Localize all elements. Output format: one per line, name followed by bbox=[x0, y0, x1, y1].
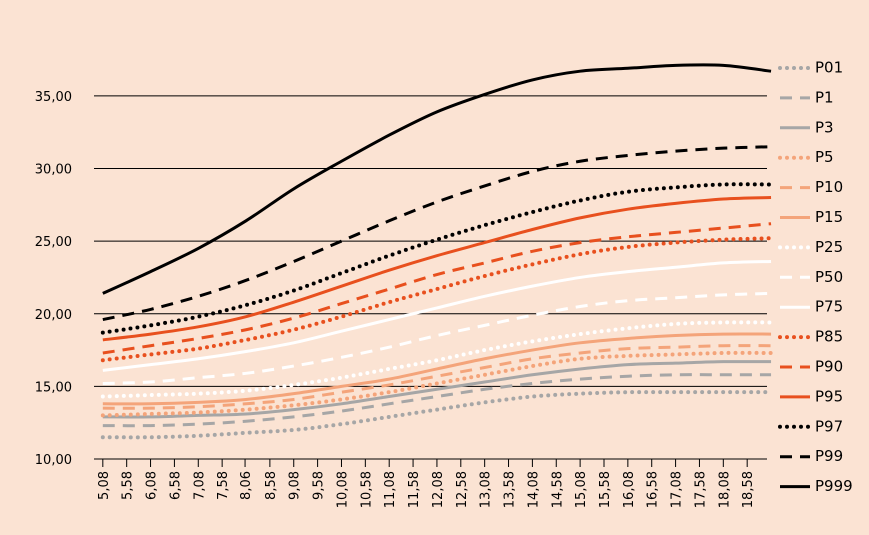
y-tick-label: 15,00 bbox=[35, 380, 72, 395]
x-tick-label: 6,08 bbox=[145, 471, 160, 500]
legend-label: P1 bbox=[815, 88, 834, 106]
y-tick-label: 30,00 bbox=[35, 163, 72, 178]
series-line bbox=[100, 236, 774, 363]
legend-label: P97 bbox=[815, 417, 843, 435]
series-line bbox=[100, 182, 774, 335]
series-line bbox=[102, 291, 772, 385]
legend-label: P90 bbox=[815, 358, 843, 376]
x-tick-label: 14,08 bbox=[526, 471, 541, 508]
legend-label: P99 bbox=[815, 447, 843, 465]
x-tick-label: 10,58 bbox=[359, 471, 374, 508]
y-tick-label: 10,00 bbox=[35, 453, 72, 468]
x-tick-label: 6,58 bbox=[168, 471, 183, 500]
x-tick-label: 16,58 bbox=[646, 471, 661, 508]
series-line bbox=[100, 320, 774, 399]
legend-label: P5 bbox=[815, 148, 834, 166]
x-tick-label: 14,58 bbox=[550, 471, 565, 508]
x-tick-label: 7,58 bbox=[216, 471, 231, 500]
legend-label: P95 bbox=[815, 387, 843, 405]
x-tick-label: 13,58 bbox=[503, 471, 518, 508]
series-line bbox=[102, 222, 772, 355]
x-tick-label: 8,06 bbox=[239, 471, 254, 500]
legend-label: P25 bbox=[815, 238, 843, 256]
x-tick-label: 17,08 bbox=[670, 471, 685, 508]
series-line bbox=[100, 350, 774, 418]
x-tick-label: 12,58 bbox=[455, 471, 470, 508]
x-tick-label: 17,58 bbox=[693, 471, 708, 508]
legend-label: P3 bbox=[815, 118, 834, 136]
legend-label: P15 bbox=[815, 208, 843, 226]
x-tick-label: 8,58 bbox=[264, 471, 279, 500]
legend-label: P10 bbox=[815, 178, 843, 196]
x-tick-label: 18,58 bbox=[741, 471, 756, 508]
x-tick-label: 9,08 bbox=[288, 471, 303, 500]
series-line bbox=[102, 196, 772, 342]
series-line bbox=[102, 63, 772, 295]
series-line bbox=[100, 390, 774, 440]
series-line bbox=[102, 145, 772, 322]
series-line bbox=[102, 259, 772, 372]
legend-label: P85 bbox=[815, 328, 843, 346]
x-tick-label: 7,08 bbox=[192, 471, 207, 500]
x-tick-label: 11,58 bbox=[407, 471, 422, 508]
x-tick-label: 16,08 bbox=[622, 471, 637, 508]
x-tick-label: 15,58 bbox=[598, 471, 613, 508]
x-tick-label: 9,58 bbox=[312, 471, 327, 500]
legend-label: P75 bbox=[815, 298, 843, 316]
series-line bbox=[102, 373, 772, 428]
legend-label: P999 bbox=[815, 477, 853, 495]
legend-label: P50 bbox=[815, 268, 843, 286]
series-line bbox=[102, 332, 772, 406]
x-tick-label: 11,08 bbox=[383, 471, 398, 508]
x-tick-label: 10,08 bbox=[335, 471, 350, 508]
series-line bbox=[102, 344, 772, 410]
series-line bbox=[102, 360, 772, 419]
y-tick-label: 25,00 bbox=[35, 235, 72, 250]
x-tick-label: 5,58 bbox=[121, 471, 136, 500]
y-tick-label: 35,00 bbox=[35, 90, 72, 105]
x-tick-label: 15,08 bbox=[574, 471, 589, 508]
x-tick-label: 5,08 bbox=[97, 471, 112, 500]
x-tick-label: 13,08 bbox=[479, 471, 494, 508]
legend-label: P01 bbox=[815, 59, 843, 77]
x-tick-label: 18,08 bbox=[717, 471, 732, 508]
y-tick-label: 20,00 bbox=[35, 308, 72, 323]
x-tick-label: 12,08 bbox=[431, 471, 446, 508]
